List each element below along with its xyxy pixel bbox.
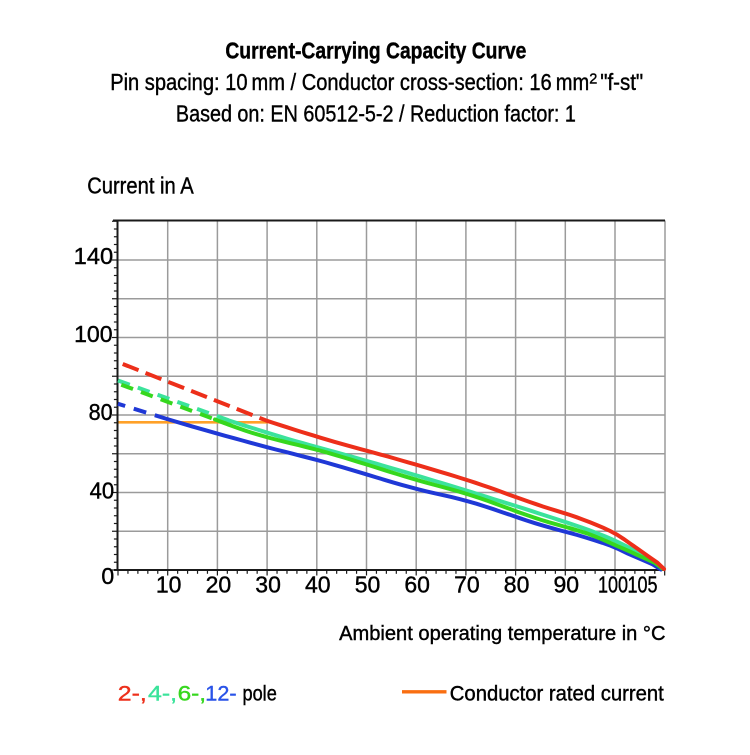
svg-text:40: 40: [305, 572, 331, 598]
svg-text:40: 40: [90, 477, 115, 503]
svg-text:50: 50: [355, 572, 381, 598]
svg-text:100: 100: [74, 321, 113, 347]
svg-text:2: 2: [589, 72, 597, 88]
svg-text:pole: pole: [243, 682, 277, 705]
svg-text:20: 20: [206, 572, 232, 598]
svg-text:60: 60: [404, 572, 430, 598]
svg-text:80: 80: [89, 399, 113, 425]
svg-text:Ambient operating temperature: Ambient operating temperature in °C: [339, 623, 665, 645]
svg-text:Pin spacing: 10 mm / Conductor: Pin spacing: 10 mm / Conductor cross-sec…: [110, 69, 589, 95]
svg-text:Conductor rated current: Conductor rated current: [450, 682, 664, 705]
svg-text:0: 0: [101, 563, 114, 589]
svg-text:4-,: 4-,: [148, 682, 177, 705]
svg-text:12-: 12-: [205, 682, 236, 705]
svg-text:70: 70: [454, 572, 480, 598]
svg-text:6-,: 6-,: [178, 682, 207, 705]
svg-text:140: 140: [74, 243, 114, 269]
svg-text:2-,: 2-,: [118, 682, 147, 705]
svg-text:30: 30: [255, 572, 281, 598]
svg-text:Current-Carrying Capacity Curv: Current-Carrying Capacity Curve: [225, 37, 526, 63]
svg-text:80: 80: [504, 572, 530, 598]
svg-text:100: 100: [598, 572, 628, 598]
svg-text:10: 10: [156, 572, 182, 598]
svg-text:90: 90: [554, 572, 580, 598]
svg-text:"f-st": "f-st": [600, 69, 643, 95]
svg-text:Current in A: Current in A: [87, 172, 194, 198]
svg-text:105: 105: [628, 572, 658, 598]
svg-text:Based on: EN 60512-5-2 / Reduc: Based on: EN 60512-5-2 / Reduction facto…: [176, 100, 576, 126]
